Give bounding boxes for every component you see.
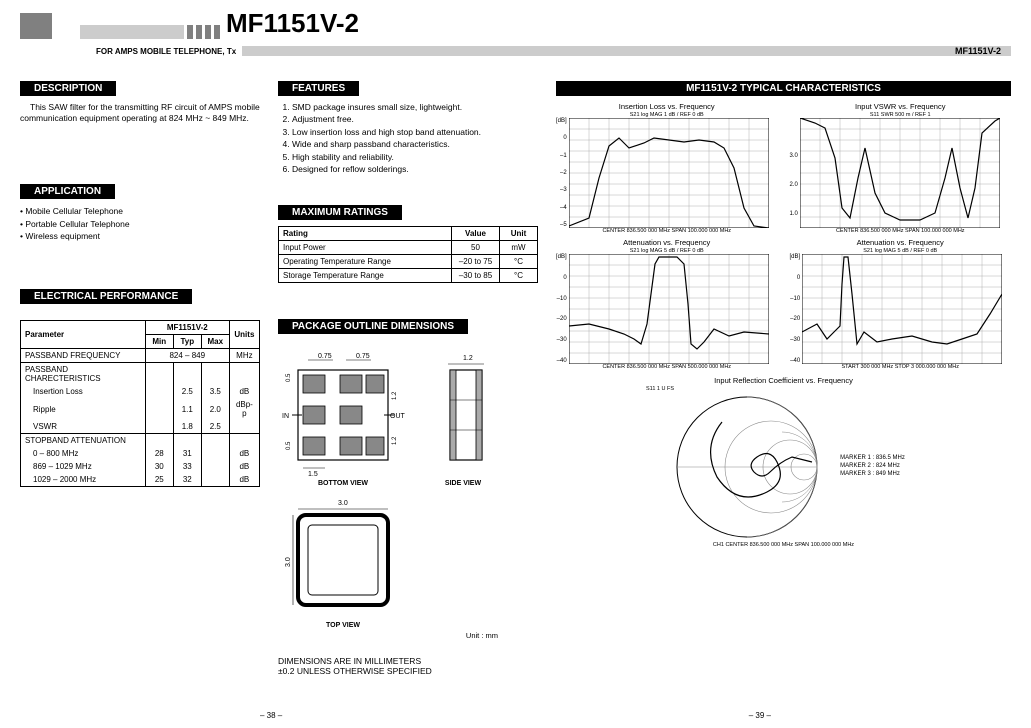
features-heading: FEATURES (278, 81, 359, 96)
elec-heading: ELECTRICAL PERFORMANCE (20, 289, 192, 304)
app-item: Mobile Cellular Telephone (20, 205, 260, 218)
svg-text:OUT: OUT (390, 413, 406, 420)
e-cell: 824 – 849 (145, 349, 229, 363)
top-view-label: TOP VIEW (278, 622, 408, 629)
svg-text:0.75: 0.75 (356, 353, 370, 360)
e-cell: MHz (229, 349, 259, 363)
chart-smith-title: Input Reflection Coefficient vs. Frequen… (714, 376, 853, 385)
bottom-view-diagram: 0.75 0.75 (278, 350, 408, 487)
dims-note: DIMENSIONS ARE IN MILLIMETERS ±0.2 UNLES… (278, 656, 538, 676)
svg-text:0.5: 0.5 (286, 441, 292, 450)
top-view-diagram: 3.0 3.0 TOP VIEW (278, 497, 538, 629)
subtitle-row: FOR AMPS MOBILE TELEPHONE, Tx MF1151V-2 (20, 43, 1011, 59)
chart-atten1: Attenuation vs. Frequency S21 log MAG 5 … (556, 238, 778, 370)
smith-chart (662, 392, 832, 542)
svg-text:0.5: 0.5 (286, 373, 292, 382)
typ-heading: MF1151V-2 TYPICAL CHARACTERISTICS (556, 81, 1011, 96)
elec-table: Parameter MF1151V-2 Units Min Typ Max PA… (20, 320, 260, 487)
svg-text:1.5: 1.5 (308, 471, 318, 478)
svg-text:1.2: 1.2 (392, 391, 398, 400)
app-item: Wireless equipment (20, 230, 260, 243)
th-units: Units (229, 321, 259, 349)
pkg-heading: PACKAGE OUTLINE DIMENSIONS (278, 319, 468, 334)
unit-note: Unit : mm (278, 631, 498, 640)
e-cell: PASSBAND CHARECTERISTICS (21, 363, 146, 386)
page-number-right: – 39 – (749, 711, 771, 720)
description-text: This SAW filter for the transmitting RF … (20, 102, 260, 125)
feat-item: Adjustment free. (292, 114, 538, 125)
side-view-label: SIDE VIEW (428, 480, 498, 487)
title-row: MF1151V-2 (20, 8, 1011, 39)
svg-text:3.0: 3.0 (285, 557, 292, 567)
svg-text:1.2: 1.2 (392, 436, 398, 445)
svg-text:IN: IN (282, 413, 289, 420)
feat-item: SMD package insures small size, lightwei… (292, 102, 538, 113)
right-label: MF1151V-2 (955, 46, 1001, 56)
e-cell: Insertion Loss (21, 385, 146, 398)
mr-h: Value (452, 226, 500, 240)
svg-text:1.2: 1.2 (463, 355, 473, 362)
th-max: Max (201, 335, 229, 349)
e-cell: VSWR (21, 420, 146, 434)
e-cell: PASSBAND FREQUENCY (21, 349, 146, 363)
svg-text:3.0: 3.0 (338, 500, 348, 507)
e-cell: STOPBAND ATTENUATION (21, 434, 146, 448)
smith-markers: MARKER 1 : 836.5 MHz MARKER 2 : 824 MHz … (840, 455, 905, 478)
app-item: Portable Cellular Telephone (20, 218, 260, 231)
mr-h: Rating (279, 226, 452, 240)
th-typ: Typ (173, 335, 201, 349)
application-list: Mobile Cellular Telephone Portable Cellu… (20, 205, 260, 243)
mr-h: Unit (500, 226, 538, 240)
chart-vswr: Input VSWR vs. Frequency S11 SWR 500 m /… (790, 102, 1012, 234)
th-grp: MF1151V-2 (145, 321, 229, 335)
th-param: Parameter (21, 321, 146, 349)
side-view-diagram: 1.2 SIDE VIEW (428, 350, 498, 487)
maxratings-table: Rating Value Unit Input Power50mW Operat… (278, 226, 538, 283)
chart-atten2: Attenuation vs. Frequency S21 log MAG 5 … (790, 238, 1012, 370)
part-number: MF1151V-2 (226, 8, 359, 39)
features-list: SMD package insures small size, lightwei… (278, 102, 538, 176)
feat-item: Wide and sharp passband characteristics. (292, 139, 538, 150)
description-heading: DESCRIPTION (20, 81, 116, 96)
svg-text:0.75: 0.75 (318, 353, 332, 360)
maxratings-heading: MAXIMUM RATINGS (278, 205, 402, 220)
feat-item: High stability and reliability. (292, 152, 538, 163)
page-number-left: – 38 – (260, 711, 282, 720)
application-heading: APPLICATION (20, 184, 115, 199)
chart-insertion-loss: Insertion Loss vs. Frequency S21 log MAG… (556, 102, 778, 234)
e-cell: Ripple (21, 398, 146, 420)
feat-item: Low insertion loss and high stop band at… (292, 127, 538, 138)
feat-item: Designed for reflow solderings. (292, 164, 538, 175)
subtitle: FOR AMPS MOBILE TELEPHONE, Tx (90, 47, 242, 56)
bottom-view-label: BOTTOM VIEW (278, 480, 408, 487)
th-min: Min (145, 335, 173, 349)
